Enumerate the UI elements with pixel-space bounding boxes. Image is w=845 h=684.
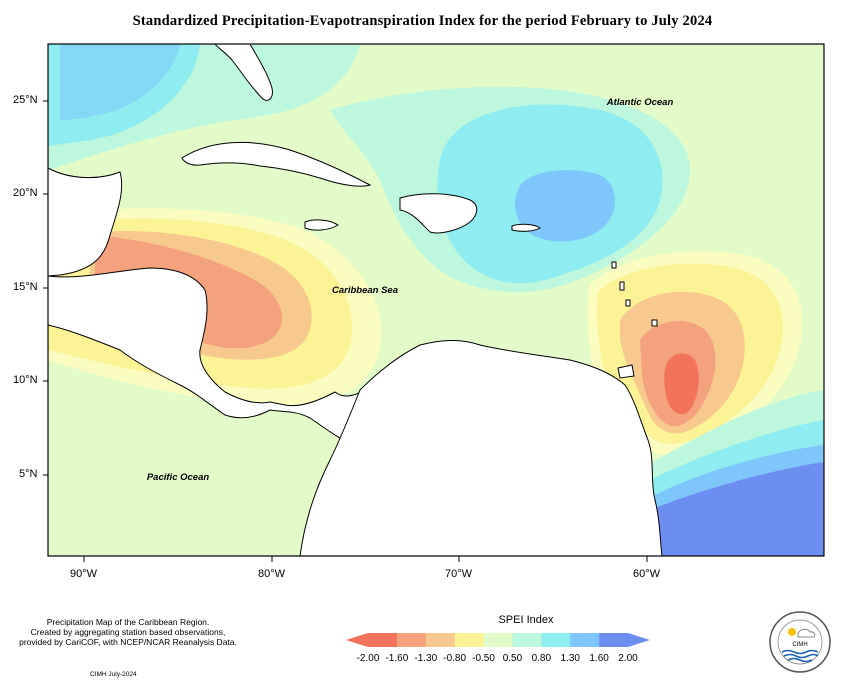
cimh-logo: CIMH [769,611,831,673]
legend-swatch [396,633,427,647]
map-title: Standardized Precipitation-Evapotranspir… [132,13,713,29]
credit-text: CIMH July-2024 [90,671,137,678]
lon-label-80w: 80°W [258,568,286,580]
island-dot [625,299,631,307]
land-outlines [48,44,663,556]
legend-arrow-high [628,633,650,647]
island-dot [611,261,617,269]
contour-north-cyan [48,44,360,170]
island-dot [651,319,658,327]
caribbean-label: Caribbean Sea [332,285,398,296]
legend-tick-label: -0.50 [472,653,495,664]
footer-line: provided by CariCOF, with NCEP/NCAR Rean… [19,637,237,647]
atlantic-label: Atlantic Ocean [606,97,674,108]
lon-label-70w: 70°W [445,568,473,580]
footer-line: Precipitation Map of the Caribbean Regio… [46,617,210,627]
map-frame [47,43,825,557]
legend-swatch [483,633,513,647]
footer-line: Created by aggregating station based obs… [30,627,226,637]
lon-tick-marks [83,556,648,562]
legend-tick-label: -0.80 [443,653,467,664]
contour-atlantic-wet [330,86,690,293]
puerto-rico-land [511,223,541,232]
spei-contours [48,44,824,556]
legend-swatch [454,633,485,647]
pacific-label: Pacific Ocean [147,472,210,483]
footer-note: Precipitation Map of the Caribbean Regio… [8,617,248,647]
lon-label-60w: 60°W [633,568,661,580]
florida-land [214,44,273,101]
logo-text: CIMH [792,642,807,648]
legend-tick-label: 1.30 [560,653,580,664]
legend-colorbar [346,633,650,647]
legend-tick-label: 1.60 [589,653,609,664]
contour-east-dry [587,251,803,456]
contour-southeast-wet [640,390,824,556]
legend-swatch [425,633,456,647]
legend-swatch [599,633,629,647]
legend-tick-label: 2.00 [618,653,638,664]
yucatan-land [48,167,123,277]
island-dot [619,281,625,291]
hispaniola-land [399,193,478,234]
legend-tick-label: -1.30 [414,653,438,664]
lon-label-90w: 90°W [70,568,98,580]
trinidad-land [617,364,635,379]
legend-tick-label: -2.00 [356,653,380,664]
legend-title: SPEI Index [498,614,554,626]
jamaica-land [304,219,339,231]
legend-swatch [541,633,571,647]
lat-label-15n: 15°N [13,281,38,293]
legend-tick-label: 0.50 [502,653,523,664]
lat-label-20n: 20°N [13,187,38,199]
legend-swatch [368,633,398,647]
lat-label-10n: 10°N [13,374,38,386]
south-america-land [299,340,663,556]
sun-icon [788,628,796,636]
lat-label-25n: 25°N [13,94,38,106]
lat-tick-marks [43,100,48,476]
legend-tick-label: 0.80 [531,653,552,664]
lat-label-5n: 5°N [19,468,38,480]
legend-swatch [570,633,600,647]
cuba-land [181,142,372,187]
legend-arrow-low [346,633,368,647]
cloud-icon [797,628,816,638]
legend-swatch [512,633,542,647]
legend-tick-label: -1.60 [385,653,409,664]
